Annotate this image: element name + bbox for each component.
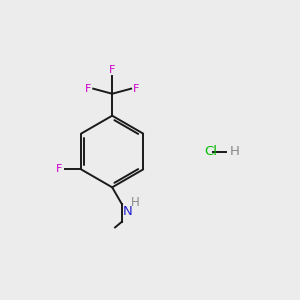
Text: N: N	[123, 205, 132, 218]
Text: F: F	[109, 65, 116, 75]
Text: F: F	[56, 164, 63, 174]
Text: F: F	[133, 84, 139, 94]
Text: H: H	[131, 196, 140, 209]
Text: Cl: Cl	[205, 145, 218, 158]
Text: F: F	[85, 84, 92, 94]
Text: H: H	[230, 145, 240, 158]
